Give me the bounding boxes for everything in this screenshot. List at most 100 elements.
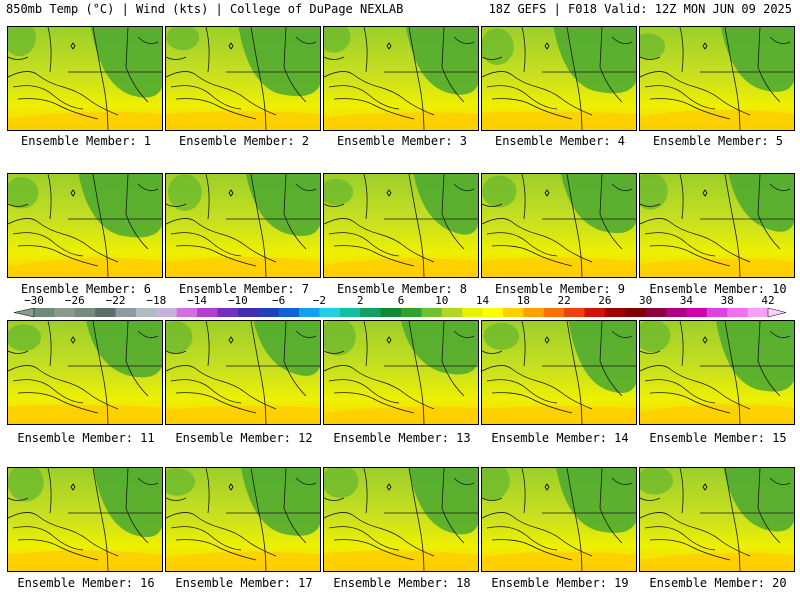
warm-air-region [166,551,320,571]
lake-marker [386,189,392,197]
cool-air-region [553,27,636,94]
map-boundary-line [125,468,149,544]
colorbar-segment [462,308,484,317]
map-boundary-line [328,526,400,551]
colorbar-segment [197,308,218,317]
lake-marker [70,483,76,491]
colorbar-tick-label: 26 [598,294,612,307]
lake-marker [702,336,708,344]
map-boundary-line [166,497,187,501]
map-boundary-line [8,218,119,263]
colorbar-segment [156,308,178,317]
ensemble-member-label: Ensemble Member: 16 [17,576,155,590]
colorbar-tick-label: 34 [679,294,694,307]
map-boundary-line [453,36,475,45]
map-boundary-line [679,321,684,367]
ensemble-member-label: Ensemble Member: 6 [20,282,152,296]
map-boundary-line [8,71,119,116]
cool-air-patch [482,175,517,208]
cool-air-patch [166,321,193,354]
map-boundary-line [324,203,345,207]
lake-marker [702,483,708,491]
lake-marker [228,483,234,491]
ensemble-map-5 [639,26,795,131]
colorbar-tick-label: −22 [105,294,126,307]
warm-air-region [8,404,162,424]
map-boundary-line [441,468,465,544]
cool-air-patch [640,174,668,210]
colorbar-tick-label: −30 [24,294,44,307]
map-boundary-line [250,321,267,424]
map-boundary-line [175,245,257,267]
map-boundary-line [363,468,368,514]
map-boundary-line [491,392,573,414]
cool-air-region [93,468,162,538]
lake-marker [544,336,550,344]
warm-air-region [324,406,478,424]
map-boundary-line [175,98,257,120]
map-boundary-line [295,183,317,192]
map-boundary-line [724,468,741,571]
map-boundary-line [644,85,716,110]
colorbar-segment [135,308,157,317]
map-boundary-line [599,468,623,544]
ensemble-member-label: Ensemble Member: 9 [494,282,626,296]
map-boundary-line [324,497,345,501]
map-boundary-line [8,56,29,60]
map-boundary-line [166,56,187,60]
warm-air-region [166,257,320,277]
map-boundary-line [324,512,435,557]
map-boundary-line [137,477,159,486]
colorbar-segment [176,308,198,317]
map-boundary-line [599,174,623,250]
map-boundary-line [482,350,503,354]
cool-air-patch [324,321,356,356]
colorbar-segment [523,308,545,317]
cool-air-patch [8,324,42,352]
cool-air-patch [324,178,354,206]
warm-air-region [640,109,794,130]
ensemble-map-17 [165,467,321,572]
colorbar-segment [584,308,606,317]
map-boundary-line [640,497,661,501]
colorbar-segment [441,308,463,317]
colorbar-segment [401,308,422,317]
cool-air-region [246,174,320,237]
colorbar-segment [686,308,708,317]
colorbar-segment [339,308,361,317]
map-boundary-line [408,468,425,571]
map-boundary-line [649,245,731,267]
warm-air-region [166,405,320,424]
map-boundary-line [47,174,52,220]
ensemble-map-20 [639,467,795,572]
map-boundary-line [441,27,465,103]
map-boundary-line [491,98,573,120]
map-boundary-line [333,98,415,120]
map-boundary-line [757,468,781,544]
map-boundary-line [205,468,210,514]
cool-air-region [401,321,478,375]
colorbar-min-arrow [13,307,35,318]
warm-air-region [640,552,794,571]
colorbar-segment [237,308,259,317]
map-boundary-line [679,174,684,220]
lake-marker [702,42,708,50]
colorbar-segment [666,308,687,317]
map-boundary-line [757,174,781,250]
ensemble-map-4 [481,26,637,131]
map-boundary-line [649,392,731,414]
lake-marker [702,189,708,197]
map-boundary-line [166,350,187,354]
colorbar-segment [482,308,504,317]
map-boundary-line [333,245,415,267]
map-boundary-line [8,203,29,207]
cool-air-region [556,468,636,533]
map-boundary-line [491,539,573,561]
cool-air-region [716,321,794,392]
map-boundary-line [644,526,716,551]
map-boundary-line [521,174,526,220]
ensemble-member-label: Ensemble Member: 12 [175,431,313,445]
map-boundary-line [482,71,593,116]
cool-air-region [568,321,636,394]
colorbar-segment [319,308,341,317]
